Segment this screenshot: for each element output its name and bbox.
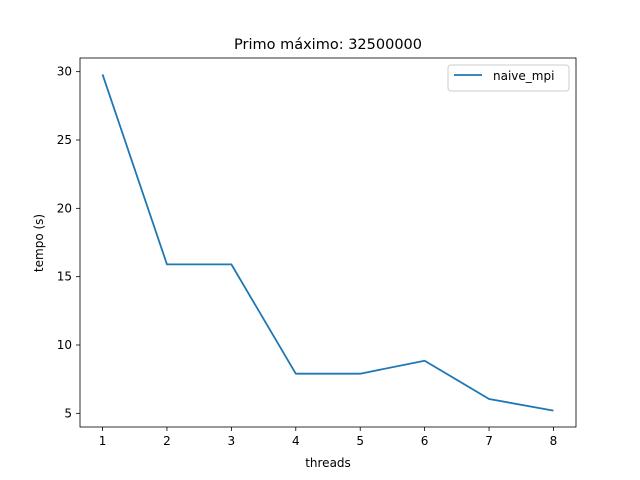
- chart-title: Primo máximo: 32500000: [234, 37, 422, 53]
- legend-frame: [447, 64, 570, 92]
- data-point-naive-mpi-5: [359, 373, 361, 375]
- y-tick-label-10: 10: [57, 338, 72, 352]
- data-point-naive-mpi-3: [230, 263, 232, 265]
- y-tick-label-20: 20: [57, 201, 72, 215]
- y-tick-label-5: 5: [64, 406, 72, 420]
- data-point-naive-mpi-4: [295, 373, 297, 375]
- data-point-naive-mpi-7: [488, 398, 490, 400]
- y-tick-label-15: 15: [57, 270, 72, 284]
- x-tick-label-4: 4: [292, 434, 300, 448]
- y-axis-title: tempo (s): [32, 214, 46, 272]
- series-line-naive-mpi: [101, 74, 554, 412]
- x-tick-label-8: 8: [550, 434, 558, 448]
- x-tick-label-2: 2: [163, 434, 171, 448]
- x-tick-label-1: 1: [99, 434, 107, 448]
- legend-label-naive-mpi: naive_mpi: [493, 69, 554, 83]
- data-point-naive-mpi-6: [424, 360, 426, 362]
- axes-frame: [79, 57, 577, 428]
- y-tick-label-30: 30: [57, 65, 72, 79]
- x-tick-label-5: 5: [356, 434, 364, 448]
- plot-area: 1 2 3 4 5 6 7 8 5 10 15 20 25 30: [57, 57, 577, 448]
- x-tick-label-6: 6: [421, 434, 429, 448]
- x-axis-title: threads: [305, 456, 351, 470]
- legend: naive_mpi: [447, 64, 570, 92]
- data-point-naive-mpi-2: [166, 263, 168, 265]
- data-point-naive-mpi-1: [102, 74, 104, 76]
- y-tick-label-25: 25: [57, 133, 72, 147]
- x-tick-label-3: 3: [228, 434, 236, 448]
- x-tick-label-7: 7: [485, 434, 493, 448]
- data-point-naive-mpi-8: [553, 410, 555, 412]
